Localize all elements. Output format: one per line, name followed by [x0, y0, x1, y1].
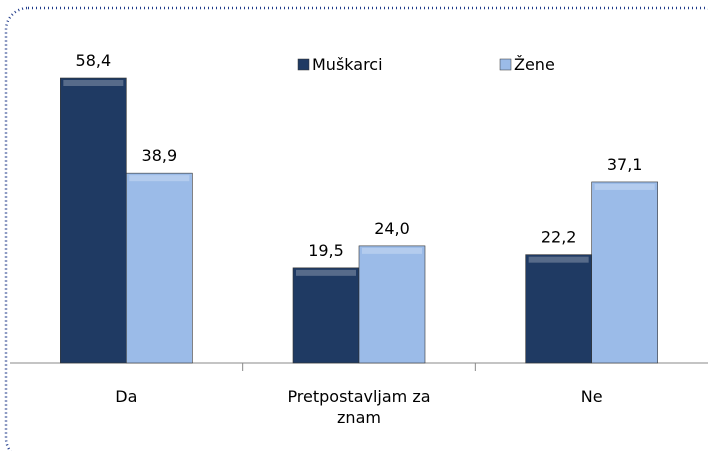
data-label: 58,4	[76, 51, 112, 70]
x-tick-label: Ne	[580, 387, 603, 406]
bar	[525, 254, 592, 364]
x-tick-label: Pretpostavljam za znam	[287, 387, 431, 427]
bar	[60, 77, 127, 364]
x-tick-label: Da	[115, 387, 138, 406]
legend-label: Žene	[514, 55, 555, 74]
bar	[126, 172, 193, 364]
data-label: 38,9	[142, 146, 178, 165]
bar-highlight	[528, 256, 589, 263]
bar-highlight	[63, 80, 124, 86]
legend-swatch	[297, 58, 310, 71]
bar-highlight	[594, 183, 655, 190]
bar-highlight	[129, 175, 190, 182]
bar	[358, 245, 426, 364]
bar-highlight	[362, 247, 422, 254]
bar	[292, 267, 360, 364]
bar	[591, 181, 658, 364]
data-label: 37,1	[607, 155, 643, 174]
data-label: 22,2	[541, 228, 577, 247]
legend-swatch	[499, 58, 512, 71]
legend-label: Muškarci	[312, 55, 383, 74]
bar-highlight	[296, 269, 356, 276]
data-label: 19,5	[308, 241, 344, 260]
data-label: 24,0	[374, 219, 410, 238]
